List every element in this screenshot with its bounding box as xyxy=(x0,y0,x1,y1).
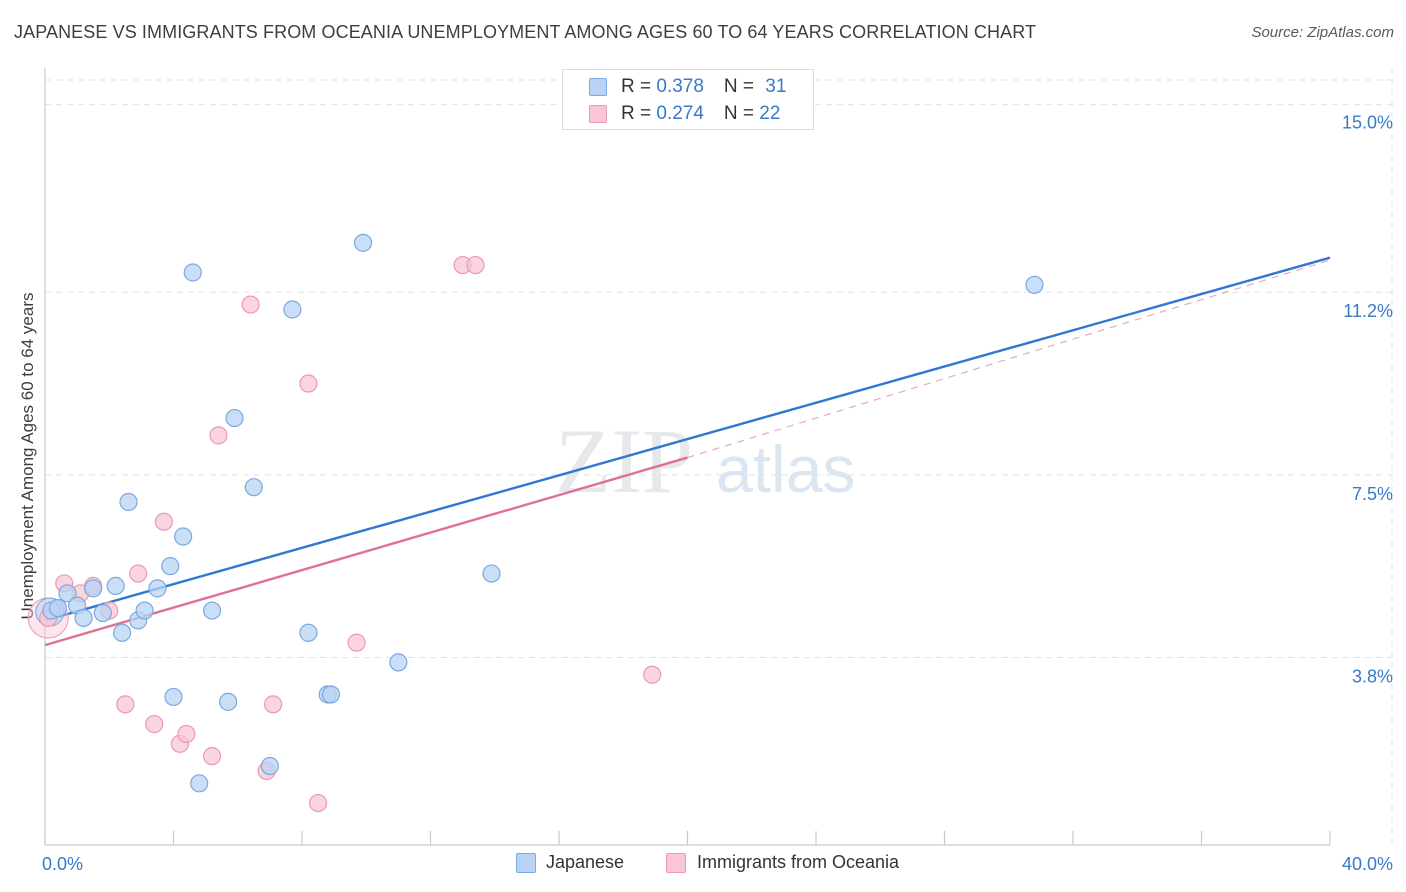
grid-layer xyxy=(45,68,1395,845)
japanese-point xyxy=(1025,275,1044,294)
japanese-point xyxy=(84,579,103,598)
oceania-point xyxy=(145,714,164,734)
oceania-n-label: N = xyxy=(723,103,760,124)
japanese-point xyxy=(48,598,67,618)
legend-stats: R = 0.378 N = 31 R = 0.274 N = 22 xyxy=(562,69,814,130)
y-tick-label: 3.8% xyxy=(1352,666,1393,686)
y-tick-label: 7.5% xyxy=(1352,484,1393,504)
japanese-point xyxy=(112,623,132,642)
japanese-point xyxy=(353,233,373,252)
oceania-point xyxy=(116,695,135,714)
watermark-atlas: atlas xyxy=(716,432,855,506)
oceania-point xyxy=(241,295,260,314)
oceania-swatch xyxy=(589,105,607,123)
japanese-point xyxy=(106,576,125,595)
x-tick-label: 0.0% xyxy=(42,854,83,874)
x-tick-label: 40.0% xyxy=(1342,854,1393,874)
japanese-point xyxy=(321,685,341,704)
legend-japanese-label: Japanese xyxy=(546,852,625,872)
watermark: ZIP atlas xyxy=(555,410,855,512)
axis-layer xyxy=(44,68,1331,846)
japanese-point xyxy=(183,263,202,282)
japanese-point xyxy=(93,603,112,623)
japanese-point xyxy=(482,564,501,583)
chart-title: JAPANESE VS IMMIGRANTS FROM OCEANIA UNEM… xyxy=(14,22,1037,42)
oceania-point xyxy=(209,426,228,445)
japanese-point xyxy=(74,608,93,628)
trend-line-japanese xyxy=(44,256,1331,622)
japanese-point xyxy=(161,557,180,576)
japanese-point xyxy=(202,601,222,620)
oceania-point xyxy=(177,724,196,744)
japanese-point xyxy=(225,408,244,428)
label-layer: 3.8% 7.5% 11.2% 15.0% 0.0% 40.0% xyxy=(42,113,1393,874)
japanese-point xyxy=(148,579,167,598)
japanese-point xyxy=(58,584,77,603)
japanese-r-value: 0.378 xyxy=(656,76,704,97)
legend-oceania-swatch xyxy=(666,853,686,873)
japanese-point xyxy=(174,527,193,546)
legend-oceania-label: Immigrants from Oceania xyxy=(697,852,900,872)
japanese-n-value: 31 xyxy=(765,76,787,97)
japanese-point xyxy=(389,653,408,672)
japanese-point xyxy=(283,300,302,319)
oceania-point xyxy=(643,665,662,684)
japanese-point xyxy=(119,492,138,512)
oceania-point xyxy=(466,255,485,275)
oceania-point xyxy=(299,374,318,393)
oceania-point xyxy=(202,747,222,766)
japanese-point xyxy=(135,601,154,620)
oceania-point xyxy=(347,633,366,652)
source-label: Source: ZipAtlas.com xyxy=(1251,24,1394,41)
japanese-point xyxy=(260,756,279,776)
oceania-r-value: 0.274 xyxy=(656,103,704,124)
japanese-point xyxy=(299,623,318,642)
oceania-point xyxy=(263,695,283,714)
oceania-n-value: 22 xyxy=(759,103,781,124)
watermark-zip: ZIP xyxy=(555,410,693,512)
point-layer xyxy=(27,233,1044,813)
y-tick-label: 15.0% xyxy=(1342,113,1393,133)
japanese-swatch xyxy=(589,78,607,96)
trend-line-oceania-extended xyxy=(687,259,1331,459)
japanese-point xyxy=(190,774,209,793)
japanese-point xyxy=(164,687,183,707)
oceania-r-label: R = xyxy=(621,103,657,124)
oceania-point xyxy=(129,564,148,583)
oceania-point xyxy=(154,512,173,531)
japanese-r-label: R = xyxy=(621,76,657,97)
japanese-n-label: N = xyxy=(723,76,760,97)
legend-japanese-swatch xyxy=(516,853,536,873)
japanese-point xyxy=(244,478,263,497)
japanese-point xyxy=(219,692,238,711)
y-tick-label: 11.2% xyxy=(1343,301,1393,321)
oceania-point xyxy=(308,793,328,813)
